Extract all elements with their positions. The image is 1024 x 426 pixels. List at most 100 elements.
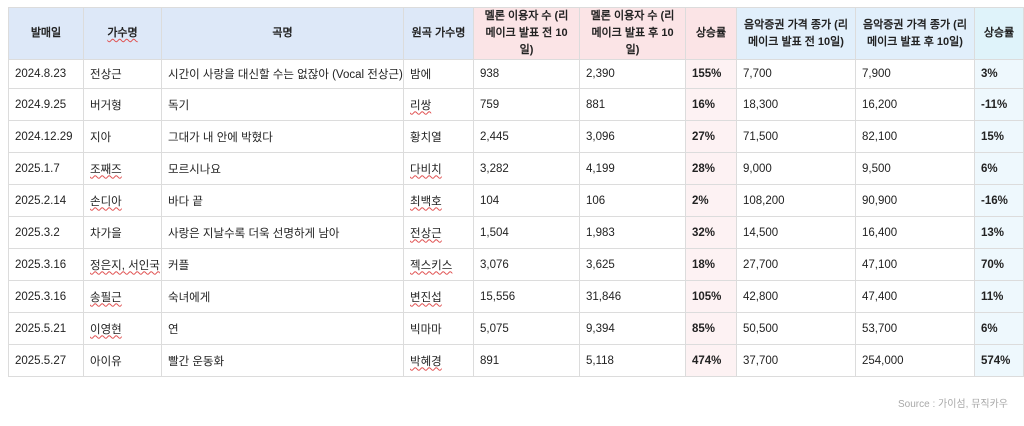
header-original-singer: 원곡 가수명 (403, 7, 474, 60)
cell-melon-after: 31,846 (579, 280, 686, 313)
remake-table: 발매일 가수명 곡명 원곡 가수명 멜론 이용자 수 (리메이크 발표 전 10… (8, 7, 1024, 377)
cell-singer: 손디아 (83, 184, 162, 217)
cell-price-growth: 11% (974, 280, 1024, 313)
header-row: 발매일 가수명 곡명 원곡 가수명 멜론 이용자 수 (리메이크 발표 전 10… (8, 7, 1024, 60)
cell-price-growth: 3% (974, 59, 1024, 89)
cell-melon-growth: 18% (685, 248, 737, 281)
cell-price-after: 90,900 (855, 184, 975, 217)
cell-melon-after: 1,983 (579, 216, 686, 249)
cell-original-singer-text: 변진섭 (410, 291, 442, 304)
cell-original-singer: 황치열 (403, 120, 474, 153)
cell-price-after: 82,100 (855, 120, 975, 153)
cell-melon-growth: 105% (685, 280, 737, 313)
cell-original-singer-text: 전상근 (410, 227, 442, 240)
cell-price-growth: 6% (974, 152, 1024, 185)
table-row: 2025.3.16 송필근 숙녀에게 변진섭 15,556 31,846 105… (8, 280, 1024, 313)
cell-melon-before: 104 (473, 184, 580, 217)
cell-release-date: 2025.3.16 (8, 280, 84, 313)
cell-price-after: 7,900 (855, 59, 975, 89)
cell-singer: 차가을 (83, 216, 162, 249)
cell-melon-before: 759 (473, 88, 580, 121)
cell-melon-growth: 155% (685, 59, 737, 89)
cell-price-after: 16,200 (855, 88, 975, 121)
cell-release-date: 2024.8.23 (8, 59, 84, 89)
cell-singer-text: 손디아 (90, 195, 122, 208)
cell-original-singer: 변진섭 (403, 280, 474, 313)
cell-song-title: 모르시나요 (161, 152, 404, 185)
cell-melon-growth: 28% (685, 152, 737, 185)
cell-melon-before: 2,445 (473, 120, 580, 153)
cell-singer: 정은지, 서인국 (83, 248, 162, 281)
cell-song-title: 커플 (161, 248, 404, 281)
cell-release-date: 2025.1.7 (8, 152, 84, 185)
header-melon-before: 멜론 이용자 수 (리메이크 발표 전 10일) (473, 7, 580, 60)
cell-song-title: 바다 끝 (161, 184, 404, 217)
cell-price-after: 16,400 (855, 216, 975, 249)
cell-melon-after: 106 (579, 184, 686, 217)
cell-melon-growth: 85% (685, 312, 737, 345)
cell-price-growth: 6% (974, 312, 1024, 345)
cell-singer: 이영현 (83, 312, 162, 345)
cell-price-before: 27,700 (736, 248, 856, 281)
cell-song-title: 독기 (161, 88, 404, 121)
cell-original-singer-text: 리쌍 (410, 99, 432, 112)
table-row: 2024.8.23 전상근 시간이 사랑을 대신할 수는 없잖아 (Vocal … (8, 59, 1024, 89)
header-song-title: 곡명 (161, 7, 404, 60)
table-row: 2025.1.7 조째즈 모르시나요 다비치 3,282 4,199 28% 9… (8, 152, 1024, 185)
header-melon-after: 멜론 이용자 수 (리메이크 발표 후 10일) (579, 7, 686, 60)
cell-price-growth: 70% (974, 248, 1024, 281)
cell-singer-text: 조째즈 (90, 163, 122, 176)
table-row: 2024.12.29 지아 그대가 내 안에 박혔다 황치열 2,445 3,0… (8, 120, 1024, 153)
cell-release-date: 2024.9.25 (8, 88, 84, 121)
cell-price-after: 9,500 (855, 152, 975, 185)
cell-price-after: 47,400 (855, 280, 975, 313)
cell-original-singer-text: 박혜경 (410, 355, 442, 368)
cell-original-singer-text: 최백호 (410, 195, 442, 208)
cell-price-before: 50,500 (736, 312, 856, 345)
table-row: 2025.5.21 이영현 연 빅마마 5,075 9,394 85% 50,5… (8, 312, 1024, 345)
cell-price-before: 37,700 (736, 344, 856, 377)
cell-singer-text: 정은지, 서인국 (90, 259, 160, 272)
cell-singer-text: 이영현 (90, 323, 122, 336)
header-release-date: 발매일 (8, 7, 84, 60)
cell-melon-before: 5,075 (473, 312, 580, 345)
cell-song-title: 숙녀에게 (161, 280, 404, 313)
cell-melon-before: 1,504 (473, 216, 580, 249)
cell-release-date: 2025.2.14 (8, 184, 84, 217)
header-singer-text: 가수명 (107, 27, 138, 39)
cell-song-title: 사랑은 지날수록 더욱 선명하게 남아 (161, 216, 404, 249)
table-row: 2025.2.14 손디아 바다 끝 최백호 104 106 2% 108,20… (8, 184, 1024, 217)
cell-release-date: 2025.3.16 (8, 248, 84, 281)
cell-melon-after: 881 (579, 88, 686, 121)
cell-price-growth: -11% (974, 88, 1024, 121)
cell-melon-growth: 474% (685, 344, 737, 377)
cell-singer: 아이유 (83, 344, 162, 377)
cell-melon-before: 938 (473, 59, 580, 89)
cell-singer: 송필근 (83, 280, 162, 313)
cell-singer: 버거형 (83, 88, 162, 121)
cell-song-title: 그대가 내 안에 박혔다 (161, 120, 404, 153)
cell-original-singer: 리쌍 (403, 88, 474, 121)
cell-melon-after: 3,096 (579, 120, 686, 153)
cell-melon-growth: 16% (685, 88, 737, 121)
cell-original-singer: 전상근 (403, 216, 474, 249)
cell-original-singer: 최백호 (403, 184, 474, 217)
cell-melon-growth: 2% (685, 184, 737, 217)
header-price-after: 음악증권 가격 종가 (리메이크 발표 후 10일) (855, 7, 975, 60)
cell-singer: 전상근 (83, 59, 162, 89)
cell-original-singer: 밤에 (403, 59, 474, 89)
cell-original-singer: 빅마마 (403, 312, 474, 345)
table-row: 2025.3.16 정은지, 서인국 커플 젝스키스 3,076 3,625 1… (8, 248, 1024, 281)
cell-price-before: 42,800 (736, 280, 856, 313)
cell-original-singer-text: 젝스키스 (410, 259, 453, 272)
header-melon-growth: 상승률 (685, 7, 737, 60)
cell-release-date: 2024.12.29 (8, 120, 84, 153)
cell-melon-growth: 32% (685, 216, 737, 249)
cell-price-before: 108,200 (736, 184, 856, 217)
cell-melon-before: 891 (473, 344, 580, 377)
cell-melon-before: 3,282 (473, 152, 580, 185)
cell-singer: 조째즈 (83, 152, 162, 185)
cell-price-before: 18,300 (736, 88, 856, 121)
cell-price-growth: 15% (974, 120, 1024, 153)
